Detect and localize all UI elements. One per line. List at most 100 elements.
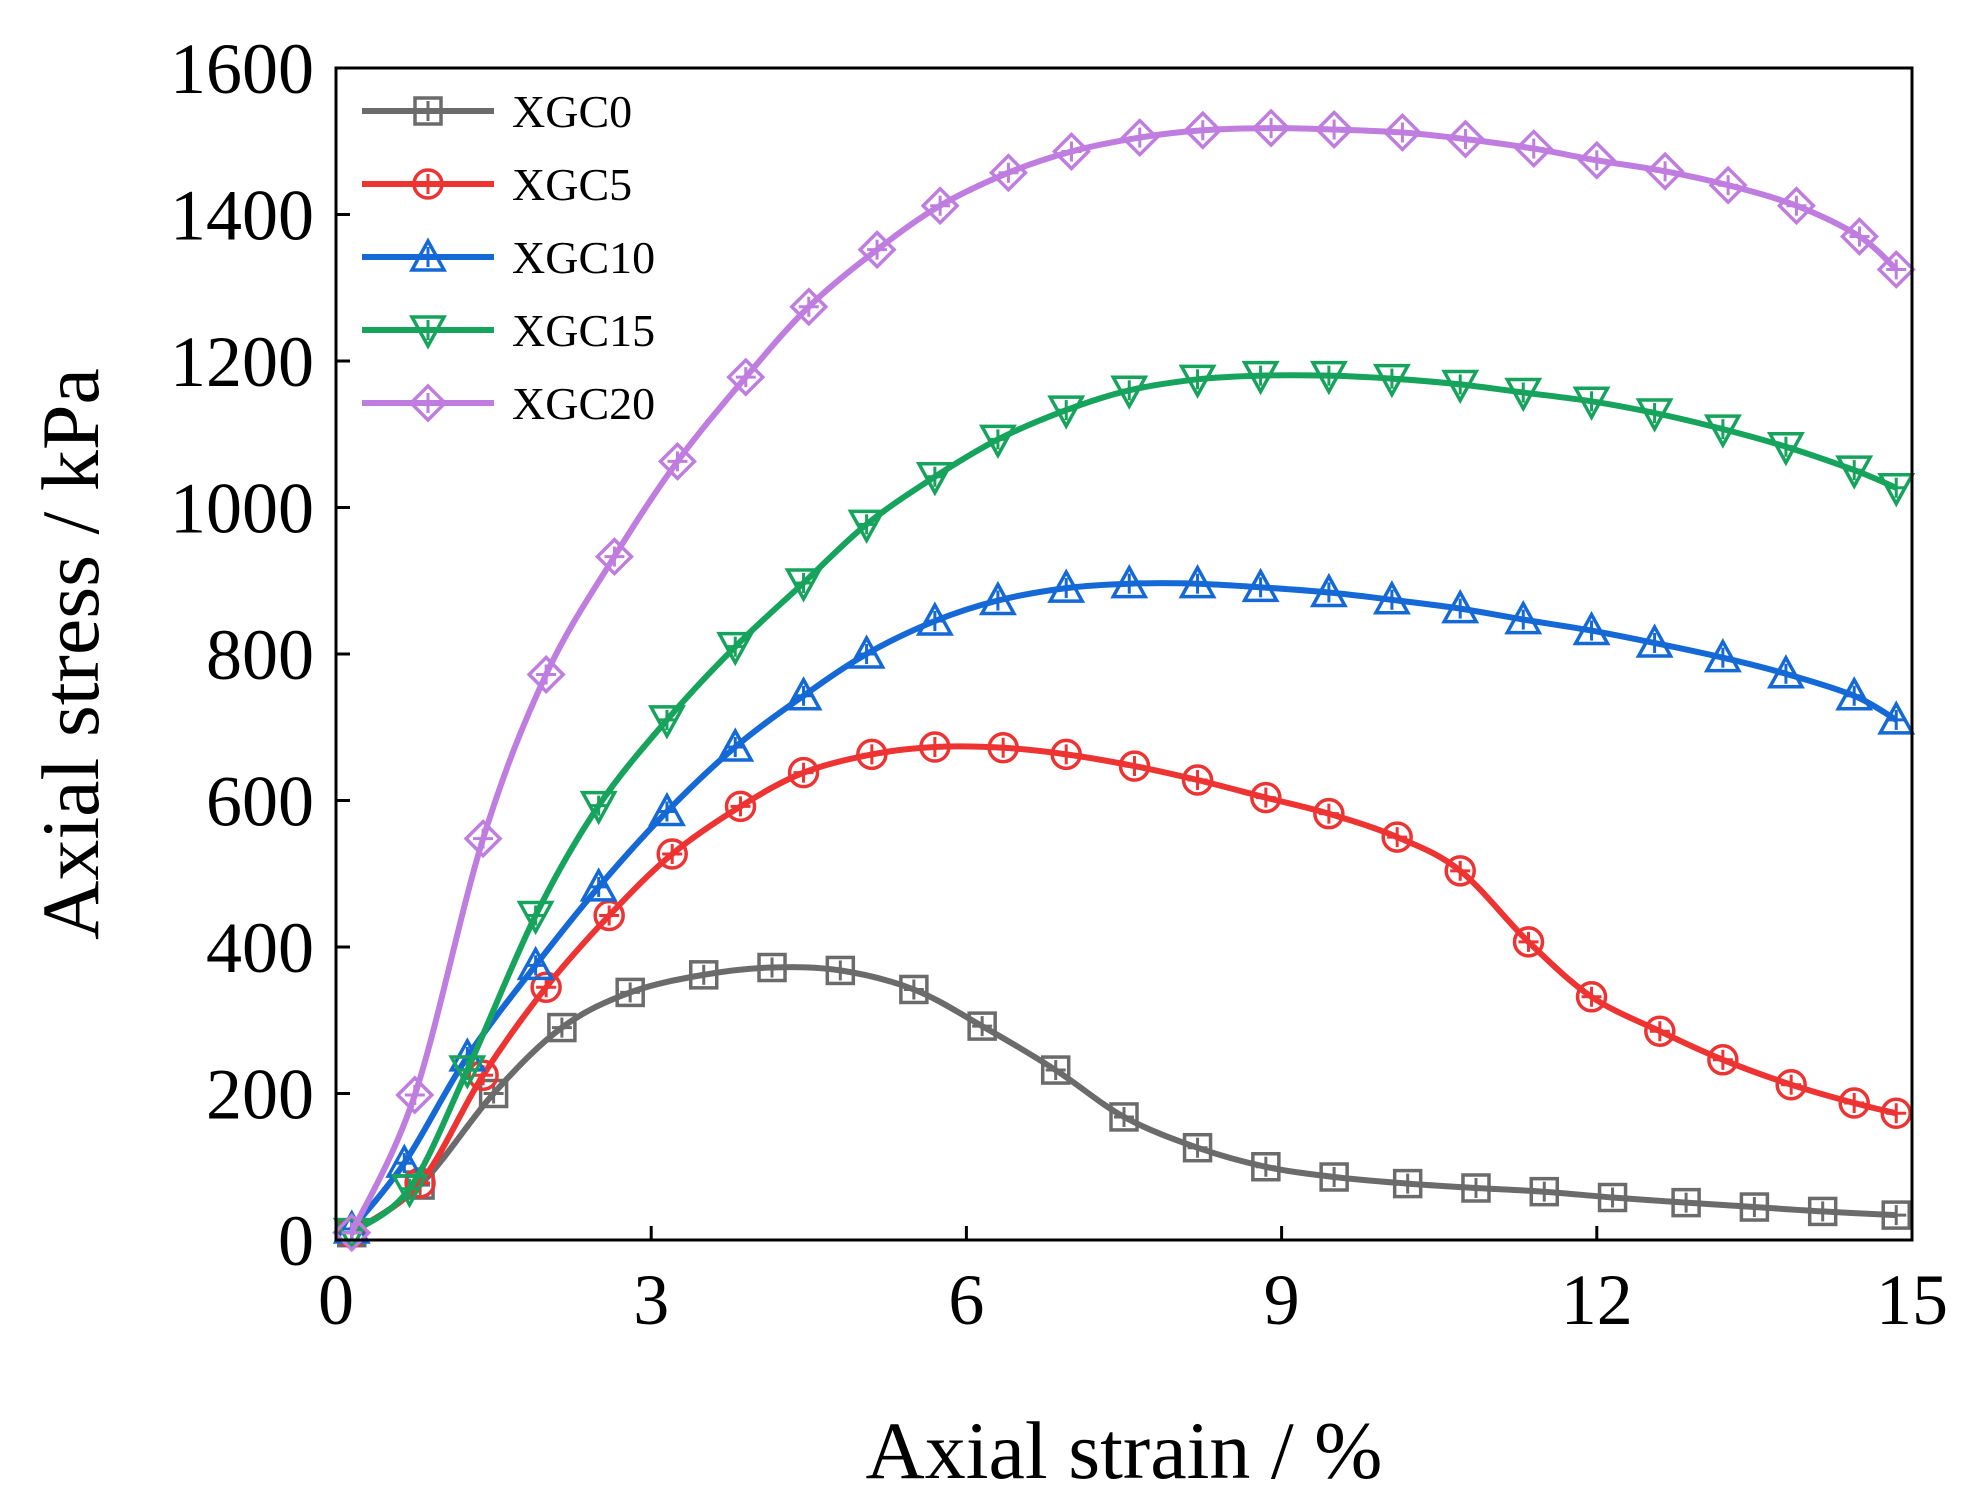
data-point: [1739, 1192, 1770, 1222]
data-point: [920, 186, 960, 226]
legend-label: XGC5: [512, 159, 632, 210]
data-point: [724, 790, 757, 823]
data-point: [967, 1011, 997, 1041]
legend-item-xgc10: XGC10: [362, 232, 655, 283]
legend-marker: [413, 96, 443, 126]
series-xgc20: [332, 108, 1916, 1253]
data-point: [1444, 855, 1476, 887]
data-point: [1514, 129, 1554, 169]
legend-marker: [408, 383, 448, 423]
data-point: [1250, 781, 1282, 814]
legend-item-xgc5: XGC5: [362, 159, 632, 210]
y-tick-label: 600: [206, 762, 314, 842]
legend-item-xgc15: XGC15: [362, 305, 655, 356]
data-point: [615, 977, 645, 1008]
data-point: [1881, 1200, 1911, 1230]
y-tick-label: 0: [278, 1201, 314, 1281]
data-point: [1644, 1015, 1676, 1047]
data-point: [1445, 119, 1485, 159]
legend-label: XGC20: [512, 378, 655, 429]
data-point: [1319, 1162, 1349, 1192]
legend-item-xgc20: XGC20: [362, 378, 655, 429]
x-tick-label: 12: [1561, 1260, 1633, 1340]
legend-marker: [412, 168, 444, 200]
legend-label: XGC15: [512, 305, 655, 356]
data-point: [1109, 1102, 1139, 1132]
data-point: [530, 971, 562, 1004]
series-layer: [332, 108, 1916, 1253]
data-point: [1838, 1087, 1870, 1119]
series-line-xgc20: [349, 125, 1899, 1234]
data-point: [463, 819, 503, 859]
data-point: [1251, 108, 1291, 148]
data-point: [988, 153, 1028, 193]
y-tick-label: 800: [206, 615, 314, 695]
data-point: [1577, 140, 1617, 180]
data-point: [1775, 1068, 1807, 1101]
data-point: [1182, 1132, 1213, 1163]
x-axis-title: Axial strain / %: [866, 1405, 1383, 1496]
data-point: [594, 537, 634, 577]
data-point: [1876, 249, 1916, 289]
data-point: [1051, 132, 1091, 171]
ticks-layer: 0 3 6 9 12 15 0 200 400 600 800 1000 1200 1400 1600: [170, 29, 1948, 1340]
data-point: [1120, 118, 1160, 158]
legend-item-xgc0: XGC0: [362, 86, 632, 137]
data-point: [395, 1075, 435, 1115]
data-point: [547, 1012, 577, 1043]
data-point: [757, 952, 787, 983]
data-point: [1382, 112, 1422, 152]
data-point: [1183, 110, 1223, 150]
data-point: [1707, 1044, 1739, 1076]
y-tick-label: 1200: [170, 322, 314, 402]
data-point: [1313, 797, 1345, 830]
data-point: [1392, 1168, 1423, 1199]
y-tick-label: 400: [206, 908, 314, 988]
data-point: [1461, 1173, 1491, 1203]
series-xgc10: [332, 564, 1916, 1244]
data-point: [657, 441, 697, 481]
y-tick-label: 1000: [170, 469, 314, 549]
data-point: [1597, 1182, 1628, 1213]
data-point: [987, 732, 1019, 764]
data-point: [919, 731, 951, 763]
data-point: [1807, 1196, 1838, 1227]
x-tick-label: 6: [948, 1260, 984, 1340]
data-point: [1645, 151, 1685, 191]
data-point: [1314, 110, 1354, 150]
series-xgc5: [336, 731, 1912, 1249]
data-point: [1880, 1097, 1912, 1130]
x-tick-label: 9: [1264, 1260, 1300, 1340]
x-tick-label: 15: [1876, 1260, 1948, 1340]
y-axis-title: Axial stress / kPa: [25, 368, 116, 940]
data-point: [789, 287, 829, 327]
data-point: [526, 655, 566, 694]
data-point: [857, 230, 897, 270]
data-point: [899, 974, 929, 1005]
data-point: [1776, 186, 1816, 226]
data-point: [1040, 1055, 1071, 1085]
legend: XGC0 XGC5 XGC10 XGC15 XGC20: [362, 86, 655, 429]
y-tick-label: 200: [206, 1055, 314, 1135]
data-point: [787, 756, 820, 789]
data-point: [1251, 1152, 1281, 1182]
data-point: [726, 357, 766, 397]
data-point: [478, 1078, 509, 1109]
y-tick-label: 1600: [170, 29, 314, 109]
legend-label: XGC10: [512, 232, 655, 283]
data-point: [332, 1213, 372, 1253]
data-point: [1671, 1187, 1701, 1218]
x-tick-label: 0: [318, 1260, 354, 1340]
data-point: [1708, 165, 1748, 205]
data-point: [467, 1059, 499, 1091]
data-point: [825, 955, 856, 986]
data-point: [856, 738, 888, 771]
data-point: [1181, 764, 1214, 796]
y-tick-label: 1400: [170, 176, 314, 256]
data-point: [1529, 1176, 1560, 1207]
x-tick-label: 3: [633, 1260, 669, 1340]
data-point: [1575, 981, 1608, 1013]
data-point: [1512, 926, 1545, 958]
